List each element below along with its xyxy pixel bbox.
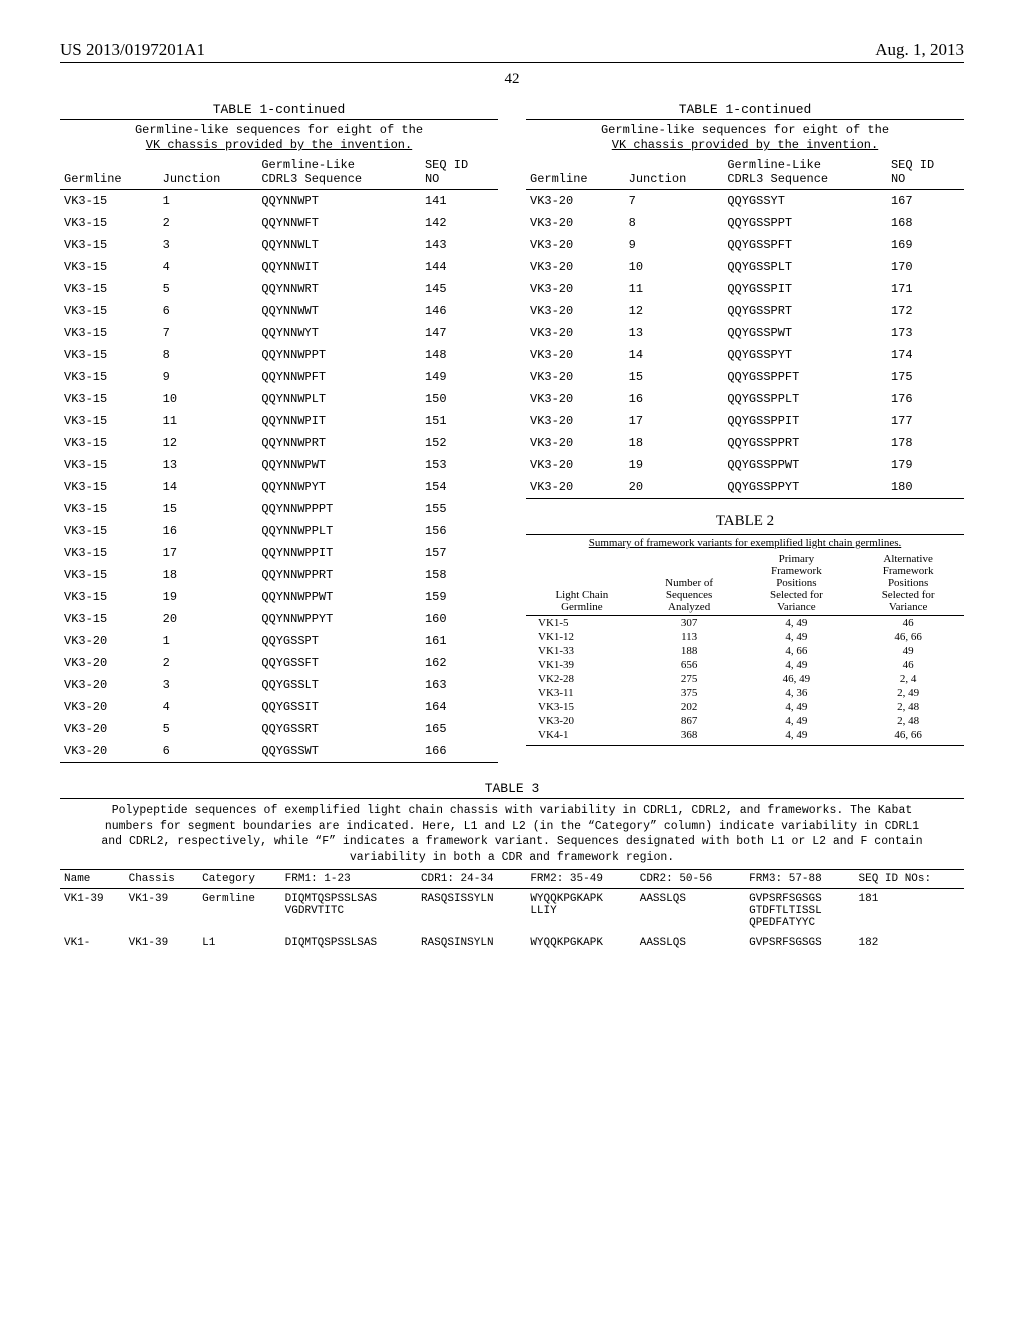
table1-right: Germline Junction Germline-LikeCDRL3 Seq… (526, 155, 964, 499)
table-row: VK2-2827546, 492, 4 (526, 672, 964, 686)
t1-col-seqid: SEQ IDNO (421, 155, 498, 190)
table-row: VK3-2015QQYGSSPPFT175 (526, 366, 964, 388)
table-row: VK3-153QQYNNWLT143 (60, 234, 498, 256)
table-row: VK3-2017QQYGSSPPIT177 (526, 410, 964, 432)
left-column: TABLE 1-continued Germline-like sequence… (60, 102, 498, 763)
table-row: VK3-2011QQYGSSPIT171 (526, 278, 964, 300)
table-row: VK3-158QQYNNWPPT148 (60, 344, 498, 366)
table-row: VK1-VK1-39L1DIQMTQSPSSLSASRASQSINSYLNWYQ… (60, 933, 964, 953)
table-row: VK3-1519QQYNNWPPWT159 (60, 586, 498, 608)
document-date: Aug. 1, 2013 (875, 40, 964, 60)
table-row: VK3-2019QQYGSSPPWT179 (526, 454, 964, 476)
table-row: VK3-2020QQYGSSPPYT180 (526, 476, 964, 499)
table-row: VK3-152024, 492, 48 (526, 700, 964, 714)
table-row: VK3-152QQYNNWFT142 (60, 212, 498, 234)
table-row: VK3-1518QQYNNWPPRT158 (60, 564, 498, 586)
table2-title: TABLE 2 (526, 513, 964, 530)
table-row: VK3-157QQYNNWYT147 (60, 322, 498, 344)
table1-left: Germline Junction Germline-LikeCDRL3 Seq… (60, 155, 498, 763)
table-row: VK3-151QQYNNWPT141 (60, 190, 498, 213)
t1-col-junction: Junction (159, 155, 258, 190)
table3: Name Chassis Category FRM1: 1-23 CDR1: 2… (60, 870, 964, 953)
table-row: VK3-1515QQYNNWPPPT155 (60, 498, 498, 520)
t1-col-germline: Germline (60, 155, 159, 190)
table-row: VK1-331884, 6649 (526, 644, 964, 658)
table-row: VK3-1514QQYNNWPYT154 (60, 476, 498, 498)
table-row: VK3-1516QQYNNWPPLT156 (60, 520, 498, 542)
table-row: VK3-2018QQYGSSPPRT178 (526, 432, 964, 454)
table3-title: TABLE 3 (60, 781, 964, 796)
table-row: VK1-396564, 4946 (526, 658, 964, 672)
t1-col-seq: Germline-LikeCDRL3 Sequence (257, 155, 421, 190)
table-row: VK3-2014QQYGSSPYT174 (526, 344, 964, 366)
table-row: VK3-2012QQYGSSPRT172 (526, 300, 964, 322)
table-row: VK3-1520QQYNNWPPYT160 (60, 608, 498, 630)
table2: Light ChainGermline Number ofSequencesAn… (526, 551, 964, 746)
two-column-layout: TABLE 1-continued Germline-like sequence… (60, 102, 964, 763)
table1-title-right: TABLE 1-continued (526, 102, 964, 117)
table-row: VK3-1517QQYNNWPPIT157 (60, 542, 498, 564)
table-row: VK3-2010QQYGSSPLT170 (526, 256, 964, 278)
table2-caption: Summary of framework variants for exempl… (526, 535, 964, 551)
table-row: VK3-159QQYNNWPFT149 (60, 366, 498, 388)
table-row: VK3-204QQYGSSIT164 (60, 696, 498, 718)
table-row: VK1-121134, 4946, 66 (526, 630, 964, 644)
table-row: VK3-207QQYGSSYT167 (526, 190, 964, 213)
table-row: VK4-13684, 4946, 66 (526, 728, 964, 746)
table1-caption-right: Germline-like sequences for eight of the… (526, 120, 964, 155)
table-row: VK3-206QQYGSSWT166 (60, 740, 498, 763)
table-row: VK3-203QQYGSSLT163 (60, 674, 498, 696)
table-row: VK3-208674, 492, 48 (526, 714, 964, 728)
table-row: VK3-208QQYGSSPPT168 (526, 212, 964, 234)
table-row: VK3-113754, 362, 49 (526, 686, 964, 700)
page-header: US 2013/0197201A1 Aug. 1, 2013 (60, 40, 964, 63)
page-number: 42 (60, 71, 964, 88)
table-row: VK3-209QQYGSSPFT169 (526, 234, 964, 256)
table-row: VK3-2016QQYGSSPPLT176 (526, 388, 964, 410)
table-row: VK3-1512QQYNNWPRT152 (60, 432, 498, 454)
table1-title-left: TABLE 1-continued (60, 102, 498, 117)
table3-caption: Polypeptide sequences of exemplified lig… (60, 799, 964, 869)
table-row: VK3-201QQYGSSPT161 (60, 630, 498, 652)
right-column: TABLE 1-continued Germline-like sequence… (526, 102, 964, 763)
table-row: VK3-202QQYGSSFT162 (60, 652, 498, 674)
table-row: VK3-1511QQYNNWPIT151 (60, 410, 498, 432)
table-row: VK3-155QQYNNWRT145 (60, 278, 498, 300)
table-row: VK3-1510QQYNNWPLT150 (60, 388, 498, 410)
table-row: VK3-2013QQYGSSPWT173 (526, 322, 964, 344)
document-number: US 2013/0197201A1 (60, 40, 205, 60)
table1-caption-left: Germline-like sequences for eight of the… (60, 120, 498, 155)
table-row: VK3-205QQYGSSRT165 (60, 718, 498, 740)
table-row: VK3-154QQYNNWIT144 (60, 256, 498, 278)
table-row: VK1-39VK1-39GermlineDIQMTQSPSSLSASVGDRVT… (60, 889, 964, 934)
table-row: VK3-156QQYNNWWT146 (60, 300, 498, 322)
table-row: VK3-1513QQYNNWPWT153 (60, 454, 498, 476)
table-row: VK1-53074, 4946 (526, 616, 964, 631)
